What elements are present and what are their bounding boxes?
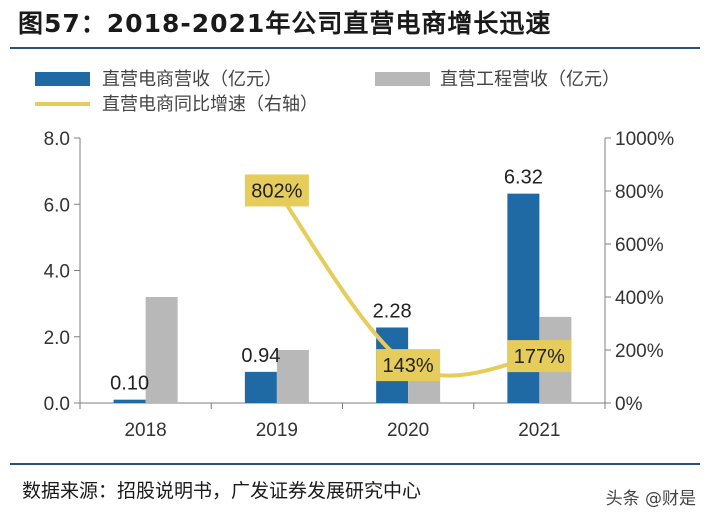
- watermark: 头条 @财是: [605, 489, 696, 509]
- combo-chart: 直营电商营收（亿元） 直营工程营收（亿元） 直营电商同比增速（右轴） 0.0 2.…: [35, 69, 675, 441]
- x-tick-label: 2018: [124, 420, 166, 441]
- legend-label-ecommerce: 直营电商营收（亿元）: [102, 69, 282, 90]
- bar-ecommerce: [113, 399, 146, 403]
- bar-ecommerce-value-label: 0.94: [241, 345, 280, 367]
- y-left-tick-label: 4.0: [44, 262, 70, 283]
- y-left-tick-label: 0.0: [44, 394, 70, 415]
- bar-ecommerce-value-label: 0.10: [110, 373, 149, 395]
- growth-value-label: 143%: [383, 355, 434, 377]
- title-divider: [10, 47, 700, 49]
- y-left-tick-label: 6.0: [44, 195, 70, 216]
- legend: 直营电商营收（亿元） 直营工程营收（亿元） 直营电商同比增速（右轴）: [35, 69, 620, 115]
- x-tick-label: 2020: [387, 420, 429, 441]
- source-note: 数据来源：招股说明书，广发证券发展研究中心: [22, 480, 422, 502]
- legend-swatch-engineering: [375, 72, 430, 86]
- growth-value-label: 802%: [251, 180, 302, 202]
- bar-ecommerce-value-label: 2.28: [373, 300, 412, 322]
- y-right-tick-label: 400%: [615, 288, 664, 309]
- x-tick-label: 2021: [518, 420, 560, 441]
- growth-value-label: 177%: [514, 346, 565, 368]
- growth-label-box: [507, 340, 572, 373]
- x-tick-label: 2019: [256, 420, 298, 441]
- growth-label-box: [244, 174, 309, 207]
- axes: 0.0 2.0 4.0 6.0 8.0 0% 200% 400% 600% 800% 1000% 20…: [44, 129, 675, 441]
- data-labels: 0.10 0.94 2.28 6.32 802% 143% 177%: [110, 167, 572, 395]
- y-right-tick-label: 1000%: [615, 129, 674, 150]
- y-right-tick-label: 600%: [615, 235, 664, 256]
- legend-label-engineering: 直营工程营收（亿元）: [440, 69, 620, 90]
- source-divider: [10, 463, 700, 465]
- bar-engineering: [276, 350, 309, 403]
- legend-label-growth: 直营电商同比增速（右轴）: [102, 94, 318, 115]
- y-left-tick-label: 2.0: [44, 328, 70, 349]
- bar-engineering: [145, 297, 178, 403]
- chart-title: 图57：2018-2021年公司直营电商增长迅速: [18, 9, 552, 38]
- y-right-tick-label: 200%: [615, 341, 664, 362]
- bar-ecommerce: [244, 371, 277, 403]
- y-right-tick-label: 800%: [615, 182, 664, 203]
- y-left-tick-label: 8.0: [44, 129, 70, 150]
- bars: [113, 193, 572, 403]
- bar-ecommerce-value-label: 6.32: [504, 167, 543, 189]
- y-right-tick-label: 0%: [615, 394, 643, 415]
- legend-swatch-ecommerce: [35, 72, 90, 86]
- growth-label-box: [376, 349, 441, 382]
